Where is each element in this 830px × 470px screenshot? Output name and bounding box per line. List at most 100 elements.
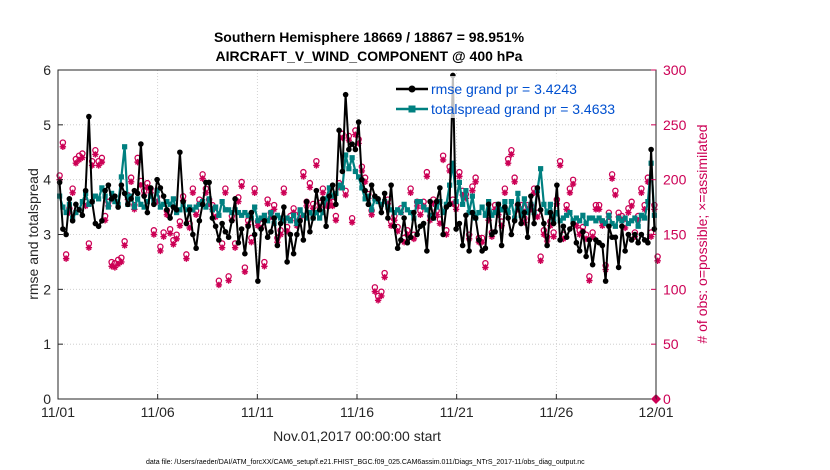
totalspread-point [170, 196, 176, 202]
obs-assimilated-point [628, 202, 635, 210]
rmse-point [521, 209, 528, 216]
obs-assimilated-point [644, 178, 652, 186]
totalspread-point [460, 201, 466, 207]
rmse-point [173, 207, 180, 213]
totalspread-point [612, 223, 618, 229]
obs-assimilated-point [75, 156, 83, 164]
rmse-point [261, 217, 268, 224]
obs-assimilated-point [430, 200, 437, 207]
totalspread-point [242, 209, 248, 216]
rmse-point [154, 176, 160, 183]
obs-assimilated-point [573, 222, 580, 229]
rmse-point [622, 248, 628, 254]
obs-assimilated-point [381, 274, 388, 281]
obs-assimilated-point [511, 178, 518, 186]
obs-assimilated-point [137, 181, 145, 189]
obs-assimilated-point [566, 189, 574, 197]
obs-assimilated-point [306, 184, 314, 191]
obs-assimilated-point [641, 206, 648, 213]
totalspread-point [245, 212, 251, 218]
rmse-point [333, 201, 339, 208]
totalspread-point [547, 201, 553, 207]
obs-assimilated-point [215, 281, 223, 289]
totalspread-point [177, 207, 183, 213]
obs-assimilated-point [599, 222, 606, 229]
obs-assimilated-point [108, 263, 115, 270]
y-tick-label: 1 [43, 336, 51, 352]
rmse-point [463, 212, 469, 219]
obs-assimilated-point [186, 224, 193, 232]
rmse-point [115, 204, 121, 210]
rmse-point [268, 228, 274, 235]
rmse-point [216, 237, 222, 243]
obs-assimilated-point [79, 154, 86, 161]
rmse-point [508, 231, 515, 238]
totalspread-point [395, 207, 401, 213]
rmse-point [167, 215, 173, 221]
rmse-point [66, 196, 73, 202]
rmse-point [229, 217, 235, 224]
obs-assimilated-point [527, 206, 535, 213]
rmse-point [407, 234, 414, 241]
rmse-point [193, 245, 199, 252]
obs-assimilated-point [62, 255, 70, 262]
y-tick-label: 4 [43, 172, 51, 188]
rmse-point [82, 187, 89, 194]
totalspread-point [609, 220, 615, 227]
totalspread-point [356, 174, 362, 180]
rmse-point [284, 259, 290, 265]
rmse-point [255, 278, 261, 284]
obs-assimilated-point [127, 178, 135, 186]
totalspread-point [323, 196, 329, 202]
totalspread-point [346, 166, 352, 172]
totalspread-point [92, 193, 98, 199]
x-tick-label: 11/11 [241, 404, 274, 420]
obs-assimilated-point [264, 200, 271, 207]
rmse-point [138, 141, 144, 147]
obs-assimilated-point [563, 206, 570, 213]
totalspread-point [489, 212, 495, 218]
y-tick-label: 6 [43, 62, 51, 78]
totalspread-point [131, 204, 137, 210]
obs-assimilated-point [521, 219, 528, 226]
obs-assimilated-point [407, 189, 414, 197]
totalspread-point [404, 207, 410, 213]
y2-axis-label: # of obs: o=possible; ×=assimilated [694, 124, 710, 343]
obs-assimilated-point [153, 198, 161, 205]
rmse-point [63, 231, 69, 238]
obs-assimilated-point [608, 175, 616, 182]
y-tick-label: 0 [43, 391, 51, 407]
totalspread-point [297, 207, 303, 213]
legend: rmse grand pr = 3.4243 totalspread grand… [392, 76, 652, 118]
rmse-point [524, 234, 531, 241]
totalspread-point [492, 209, 498, 216]
totalspread-point [258, 215, 264, 221]
rmse-point [430, 215, 437, 221]
y-axis-ticks: 0 1 2 3 4 5 6 [43, 62, 63, 407]
totalspread-point [164, 199, 170, 205]
totalspread-point [213, 204, 219, 210]
totalspread-point [326, 185, 332, 191]
totalspread-point [518, 212, 524, 218]
obs-assimilated-point [280, 189, 288, 197]
rmse-point [531, 220, 537, 227]
obs-assimilated-point [586, 277, 593, 284]
totalspread-point [362, 196, 368, 202]
rmse-point [313, 187, 320, 194]
totalspread-point [521, 196, 527, 202]
rmse-point [485, 201, 492, 208]
obs-assimilated-point [218, 244, 226, 251]
rmse-point [437, 185, 443, 191]
rmse-point [619, 223, 625, 230]
totalspread-point [196, 201, 202, 207]
rmse-point [157, 185, 164, 191]
obs-assimilated-point [469, 187, 476, 194]
obs-assimilated-point [582, 235, 590, 243]
obs-assimilated-point [205, 200, 213, 207]
obs-assimilated-point [300, 173, 307, 180]
obs-assimilated-point [384, 200, 392, 207]
rmse-point [346, 146, 352, 153]
chart-title: Southern Hemisphere 18669 / 18867 = 98.9… [214, 29, 525, 45]
obs-assimilated-point [238, 183, 245, 190]
